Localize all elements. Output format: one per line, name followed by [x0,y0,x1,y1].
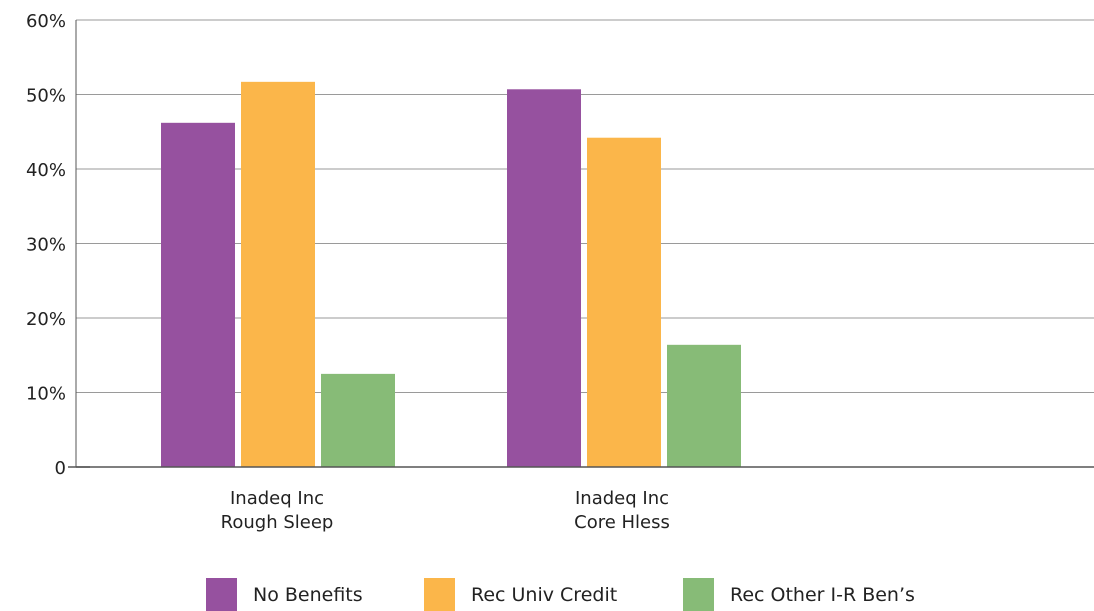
y-tick-label: 50% [26,86,66,107]
legend-label: Rec Other I-R Ben’s [730,583,915,606]
bar-no-benefits-1 [507,89,581,467]
x-axis-category-0: Inadeq Inc Rough Sleep [177,487,377,535]
x-category-line1: Inadeq Inc [574,488,669,509]
y-tick-label: 30% [26,235,66,256]
legend-swatch [683,578,714,611]
x-category-line2: Core Hless [574,512,670,533]
y-axis-tick-labels: 0 10% 20% 30% 40% 50% 60% [26,11,66,479]
legend-swatch [424,578,455,611]
x-category-line1: Inadeq Inc [229,488,324,509]
bar-rec-univ-credit-0 [241,81,315,468]
legend-item-no-benefits: No Benefits [206,578,363,611]
y-tick-label: 40% [26,160,66,181]
legend-item-rec-other-ir-bens: Rec Other I-R Ben’s [683,578,915,611]
bar-rec-other-i-r-ben-s-1 [667,344,741,467]
legend: No Benefits Rec Univ Credit Rec Other I-… [0,578,1094,611]
legend-label: No Benefits [253,583,363,606]
legend-swatch [206,578,237,611]
y-tick-label: 10% [26,384,66,405]
y-tick-label: 20% [26,309,66,330]
bar-no-benefits-0 [161,122,235,467]
bar-rec-other-i-r-ben-s-0 [321,373,395,467]
bar-rec-univ-credit-1 [587,137,661,467]
x-axis-category-1: Inadeq Inc Core Hless [522,487,722,535]
y-tick-label: 60% [26,11,66,32]
legend-item-rec-univ-credit: Rec Univ Credit [424,578,617,611]
y-tick-label: 0 [55,458,66,479]
x-category-line2: Rough Sleep [220,512,334,533]
bars [161,81,741,468]
legend-label: Rec Univ Credit [471,583,618,606]
